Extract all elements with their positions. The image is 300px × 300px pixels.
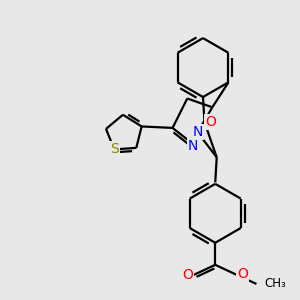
Text: O: O	[237, 267, 248, 281]
Text: CH₃: CH₃	[265, 278, 286, 290]
Text: O: O	[206, 115, 216, 129]
Text: S: S	[110, 142, 118, 156]
Text: N: N	[192, 125, 203, 139]
Text: O: O	[182, 268, 193, 282]
Text: N: N	[188, 139, 198, 153]
